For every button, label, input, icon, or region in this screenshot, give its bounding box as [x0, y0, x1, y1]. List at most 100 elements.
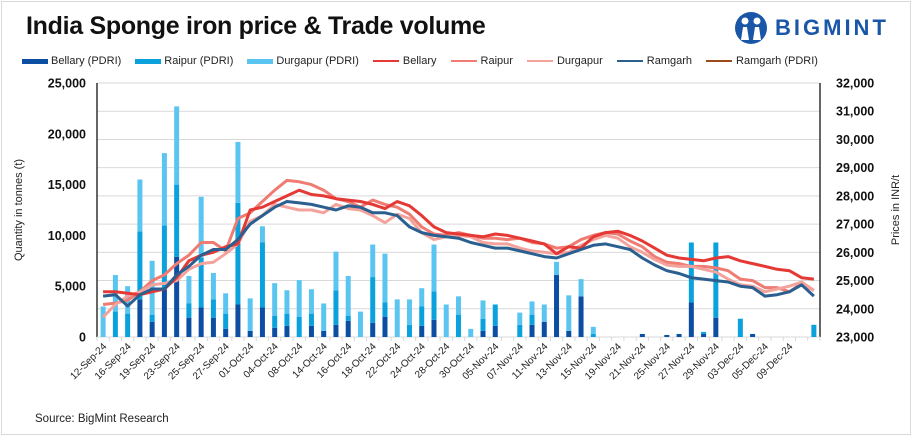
bar-durgapur-pdri [382, 253, 388, 303]
bar-bellary-pdri [664, 334, 670, 337]
bar-raipur-pdri [517, 324, 523, 337]
bar-durgapur-pdri [186, 276, 192, 304]
legend-item: Durgapur (PDRI) [247, 55, 359, 67]
bar-raipur-pdri [259, 242, 265, 308]
line-ramgarh [102, 200, 815, 308]
legend-swatch [22, 58, 48, 64]
bar-durgapur-pdri [198, 196, 204, 258]
bar-raipur-pdri [125, 313, 131, 337]
legend-item: Ramgarh (PDRI) [706, 55, 818, 67]
y-tick-label: 0 [79, 331, 86, 345]
bar-durgapur-pdri [161, 153, 167, 226]
bar-bellary-pdri [382, 316, 388, 337]
bar-bellary-pdri [161, 289, 167, 337]
bar-bellary-pdri [259, 307, 265, 337]
y-tick-label: 20,000 [48, 127, 86, 141]
legend-label: Durgapur [556, 55, 603, 67]
bar-raipur-pdri [161, 225, 167, 290]
y2-tick-label: 27,000 [836, 218, 874, 232]
bar-raipur-pdri [406, 324, 412, 337]
bar-bellary-pdri [186, 317, 192, 337]
y2-tick-label: 24,000 [836, 302, 874, 316]
bar-bellary-pdri [149, 321, 155, 337]
chart-legend: Bellary (PDRI) Raipur (PDRI) Durgapur (PDR… [22, 55, 832, 67]
bar-durgapur-pdri [210, 272, 216, 300]
legend-label: Ramgarh [646, 55, 693, 67]
source-note: Source: BigMint Research [35, 413, 169, 425]
bar-durgapur-pdri [517, 312, 523, 325]
bar-raipur-pdri [235, 202, 241, 305]
legend-swatch [526, 60, 553, 62]
brand-name: BIGMINT [775, 15, 889, 40]
bar-bellary-pdri [688, 302, 694, 337]
bar-bellary-pdri [333, 324, 339, 337]
bar-raipur-pdri [811, 324, 817, 337]
bar-bellary-pdri [247, 330, 253, 337]
bar-bellary-pdri [210, 317, 216, 337]
bar-bellary-pdri [174, 256, 180, 337]
y2-tick-label: 32,000 [836, 77, 874, 91]
y2-tick-label: 29,000 [836, 161, 874, 175]
bar-bellary-pdri [223, 328, 229, 337]
bar-bellary-pdri [529, 324, 535, 337]
bar-durgapur-pdri [321, 303, 327, 331]
y-tick-label: 5,000 [55, 280, 86, 294]
bar-raipur-pdri [480, 318, 486, 331]
bar-durgapur-pdri [223, 293, 229, 314]
bar-bellary-pdri [750, 333, 756, 337]
bar-bellary-pdri [431, 319, 437, 337]
bar-raipur-pdri [149, 314, 155, 322]
legend-label: Ramgarh (PDRI) [736, 55, 818, 67]
bar-durgapur-pdri [541, 304, 547, 322]
brand-logo: BIGMINT [733, 10, 889, 46]
bar-raipur-pdri [431, 291, 437, 320]
bar-durgapur-pdri [174, 106, 180, 185]
legend-label: Durgapur (PDRI) [276, 55, 359, 67]
bar-bellary-pdri [272, 327, 278, 337]
bar-raipur-pdri [492, 304, 498, 326]
bar-raipur-pdri [688, 242, 694, 303]
legend-swatch [616, 60, 643, 62]
bar-raipur-pdri [137, 231, 143, 300]
bar-raipur-pdri [174, 184, 180, 257]
bar-raipur-pdri [112, 311, 118, 337]
legend-label: Raipur [480, 55, 513, 67]
bar-durgapur-pdri [443, 304, 449, 337]
bar-durgapur-pdri [529, 301, 535, 315]
chart-title: India Sponge iron price & Trade volume [26, 12, 486, 40]
bar-raipur-pdri [284, 313, 290, 326]
bar-durgapur-pdri [590, 326, 596, 334]
bar-bellary-pdri [137, 299, 143, 337]
bar-bellary-pdri [235, 304, 241, 337]
bar-raipur-pdri [737, 318, 743, 337]
bar-durgapur-pdri [333, 251, 339, 291]
bar-raipur-pdri [198, 257, 204, 308]
bar-durgapur-pdri [554, 261, 560, 276]
legend-swatch [706, 60, 733, 62]
bar-durgapur-pdri [100, 306, 106, 337]
bar-durgapur-pdri [357, 311, 363, 337]
bar-raipur-pdri [210, 299, 216, 318]
bar-durgapur-pdri [296, 280, 302, 317]
bar-bellary-pdri [676, 333, 682, 337]
bar-raipur-pdri [223, 313, 229, 329]
y2-tick-label: 25,000 [836, 274, 874, 288]
y-tick-label: 15,000 [48, 178, 86, 192]
bar-bellary-pdri [284, 325, 290, 337]
bar-raipur-pdri [272, 315, 278, 328]
bar-raipur-pdri [296, 316, 302, 337]
legend-swatch [450, 60, 477, 62]
bar-durgapur-pdri [259, 226, 265, 243]
bar-durgapur-pdri [566, 295, 572, 331]
bar-raipur-pdri [590, 333, 596, 337]
legend-item: Durgapur [526, 55, 603, 67]
bar-durgapur-pdri [284, 290, 290, 314]
bar-bellary-pdri [701, 333, 707, 337]
bar-durgapur-pdri [419, 288, 425, 307]
y2-tick-label: 30,000 [836, 133, 874, 147]
legend-label: Bellary (PDRI) [51, 55, 122, 67]
bar-raipur-pdri [370, 277, 376, 323]
bigmint-logo-icon [735, 12, 767, 44]
y2-axis-title: Prices in INR/t [890, 175, 902, 245]
bar-bellary-pdri [308, 325, 314, 337]
